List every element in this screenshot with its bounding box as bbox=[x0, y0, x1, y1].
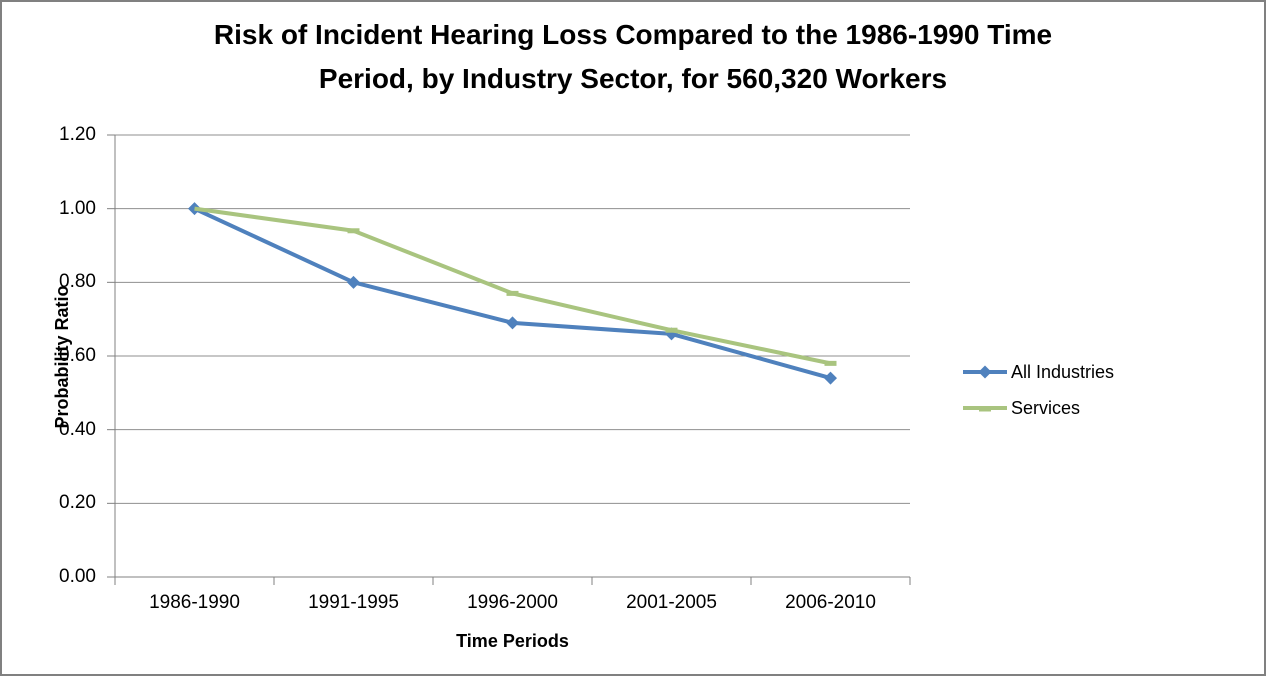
y-axis-tick-label: 0.80 bbox=[59, 271, 96, 293]
marker-dash-services bbox=[665, 327, 678, 333]
chart-title-line1: Risk of Incident Hearing Loss Compared t… bbox=[213, 19, 1053, 50]
x-axis-tick-label: 1991-1995 bbox=[308, 592, 399, 613]
legend-label: All Industries bbox=[1011, 361, 1115, 382]
marker-diamond-all-industries bbox=[824, 371, 837, 385]
y-axis-tick-label: 0.40 bbox=[59, 418, 96, 440]
marker-dash-services bbox=[506, 290, 519, 296]
x-axis-tick-label: 1986-1990 bbox=[149, 592, 240, 613]
legend-item-all-industries: All Industries bbox=[962, 361, 1114, 383]
series-line-services bbox=[194, 206, 831, 366]
y-axis-tick-label: 0.20 bbox=[59, 492, 96, 514]
y-axis-tick-label: 0.60 bbox=[59, 345, 96, 366]
legend-marker-services bbox=[963, 406, 1007, 412]
y-axis-tick-label: 0.00 bbox=[59, 566, 96, 587]
legend: All Industries Services bbox=[962, 361, 1114, 419]
chart-title-line2: Period, by Industry Sector, for 560,320 … bbox=[318, 63, 948, 94]
x-axis-tick-label: 2006-2010 bbox=[785, 592, 876, 613]
marker-dash-services bbox=[347, 228, 360, 234]
y-axis-tick-label: 1.00 bbox=[59, 197, 96, 219]
chart-title: Risk of Incident Hearing Loss Compared t… bbox=[0, 13, 1266, 101]
marker-diamond-all-industries bbox=[347, 275, 360, 289]
y-axis-title: Probability Ratio bbox=[52, 285, 72, 429]
x-axis-tick-label: 2001-2005 bbox=[626, 592, 717, 613]
legend-label: Services bbox=[1011, 397, 1081, 418]
marker-dash-services bbox=[824, 360, 837, 366]
legend-item-services: Services bbox=[962, 397, 1114, 419]
y-axis-tick-label: 1.20 bbox=[59, 124, 96, 145]
x-axis-tick-label: 1996-2000 bbox=[467, 592, 558, 613]
x-axis-title: Time Periods bbox=[456, 631, 569, 651]
legend-marker-all-industries bbox=[963, 365, 1007, 379]
marker-diamond-all-industries bbox=[506, 316, 519, 330]
